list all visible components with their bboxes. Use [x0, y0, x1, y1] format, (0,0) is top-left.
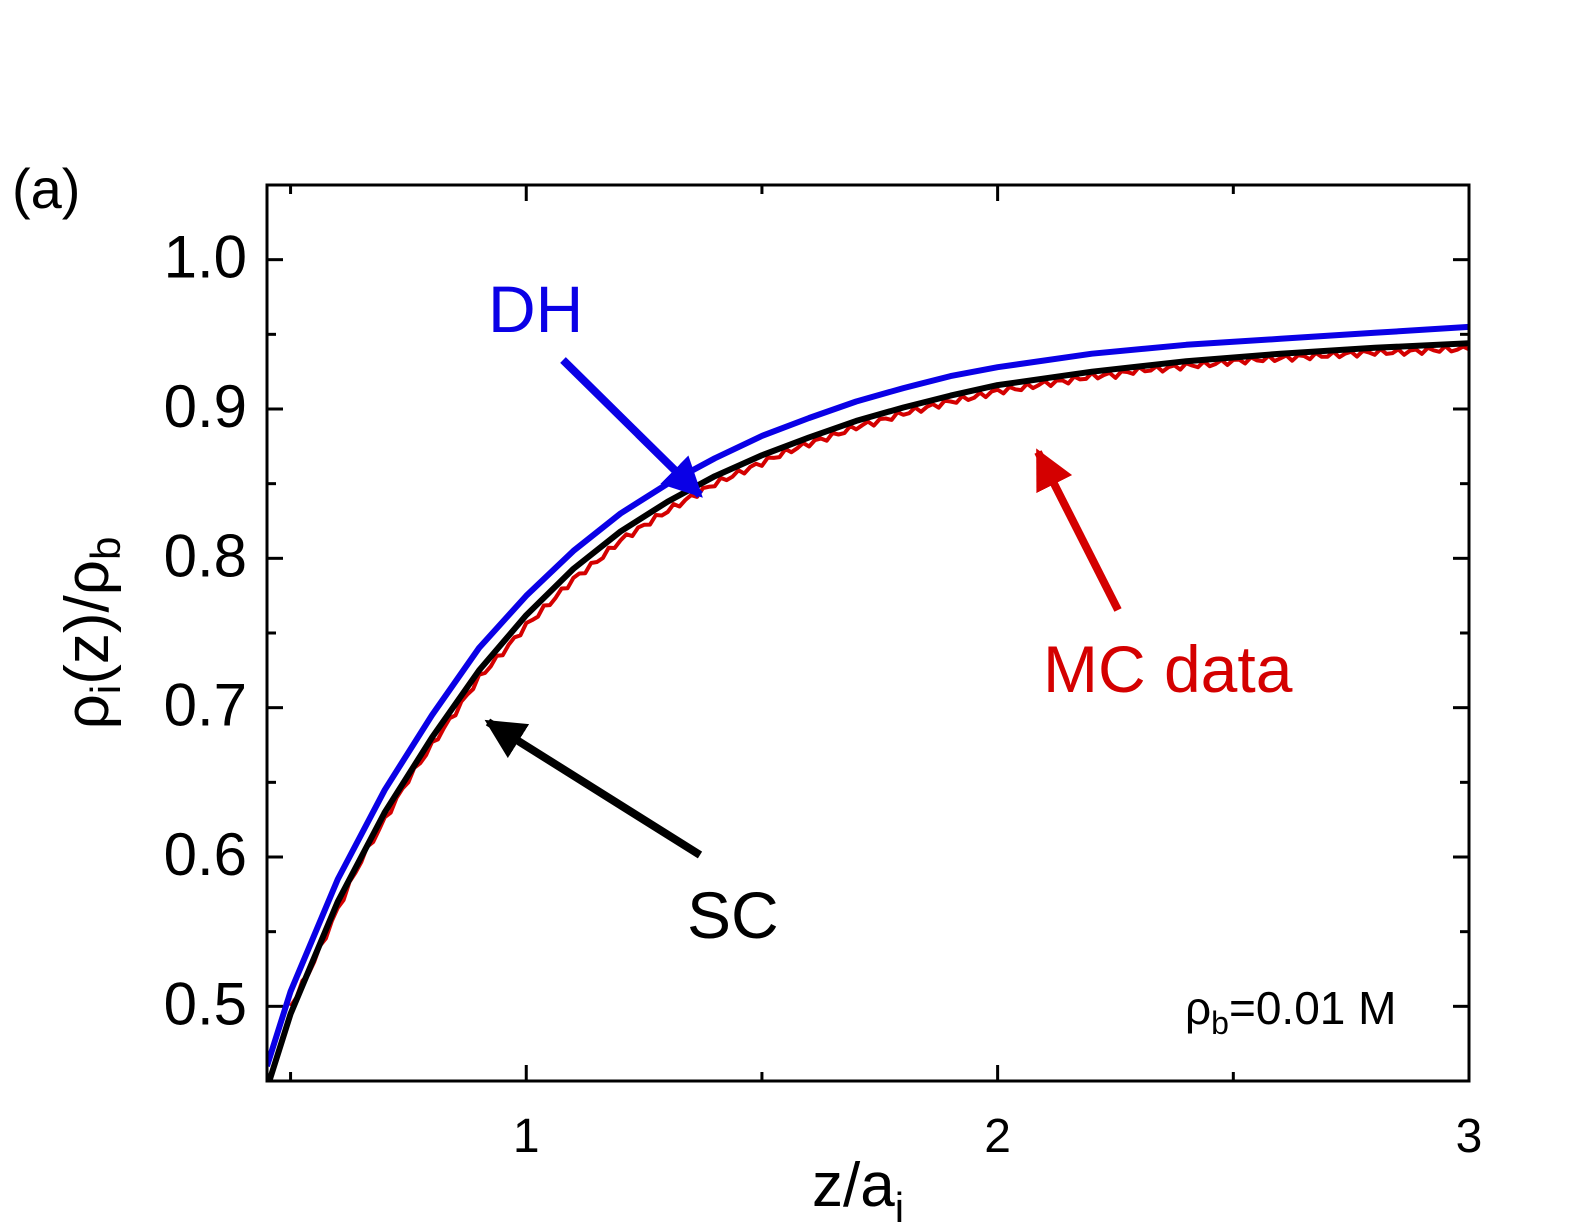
- y-tick-label: 0.6: [164, 821, 247, 888]
- dh-series-line: [267, 323, 1469, 1068]
- annotation-text: =0.01 M: [1229, 982, 1397, 1034]
- y-label-mid: (z)/: [53, 594, 122, 684]
- sc-arrow: [484, 718, 703, 859]
- bulk-density-annotation: ρb=0.01 M: [1185, 982, 1396, 1041]
- y-tick-label: 0.8: [164, 522, 247, 589]
- y-label-rho: ρ: [53, 694, 122, 729]
- annotation-sub: b: [1211, 1005, 1229, 1041]
- sc-series-line: [267, 340, 1469, 1081]
- y-tick-label: 0.5: [164, 970, 247, 1037]
- y-tick-label: 0.7: [164, 672, 247, 739]
- dh-arrow: [560, 357, 703, 498]
- y-label-rho2: ρ: [53, 560, 122, 595]
- mc-data-series-line: [288, 344, 1469, 1008]
- x-axis-label: z/ai: [812, 1151, 904, 1231]
- y-tick-label: 0.9: [164, 373, 247, 440]
- mc-data-label: MC data: [1043, 632, 1293, 706]
- y-tick-label: 1.0: [164, 224, 247, 291]
- axis-tick-labels: 1 2 3 0.5 0.6 0.7 0.8 0.9 1.0: [164, 224, 1483, 1163]
- x-tick-label: 1: [513, 1110, 540, 1163]
- sc-label: SC: [687, 878, 779, 952]
- x-tick-label: 3: [1456, 1110, 1483, 1163]
- y-label-sub-b: b: [82, 537, 129, 560]
- y-label-sub-i: i: [82, 685, 129, 694]
- mc-data-arrow: [1034, 448, 1122, 612]
- svg-text:ρi(z)/ρb: ρi(z)/ρb: [53, 537, 129, 730]
- panel-label: (a): [12, 157, 80, 220]
- plot-frame: [265, 183, 1471, 1083]
- y-axis-label: ρi(z)/ρb: [53, 537, 129, 730]
- series-layer: [267, 323, 1469, 1081]
- x-tick-label: 2: [984, 1110, 1011, 1163]
- x-label-sub: i: [895, 1184, 904, 1231]
- annotation-rho: ρ: [1185, 982, 1211, 1034]
- x-label-main: z/a: [812, 1151, 895, 1220]
- dh-label: DH: [488, 272, 583, 346]
